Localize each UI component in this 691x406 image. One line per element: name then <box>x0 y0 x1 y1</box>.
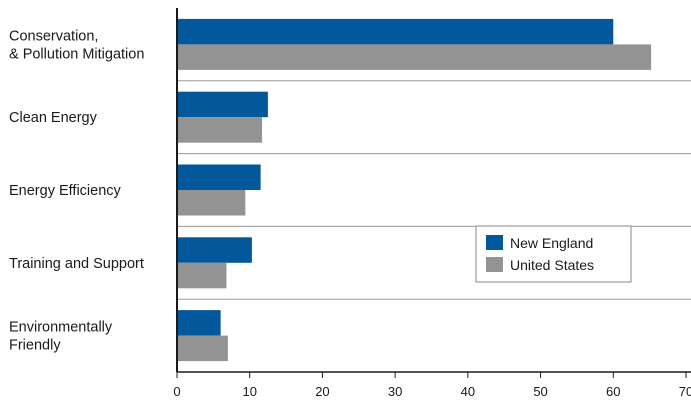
x-tick-label: 50 <box>533 384 547 399</box>
x-tick-label: 0 <box>173 384 180 399</box>
legend-label: New England <box>510 235 593 251</box>
x-tick-label: 60 <box>606 384 620 399</box>
category-separators <box>177 80 691 300</box>
legend-label: United States <box>510 257 594 273</box>
legend-swatch <box>486 257 503 272</box>
legend: New England United States <box>475 225 632 283</box>
bar-new-england-1 <box>177 91 268 118</box>
bar-new-england-2 <box>177 164 261 190</box>
category-labels: Conservation, & Pollution Mitigation Clean… <box>9 28 144 353</box>
bar-united-states-3 <box>177 262 227 289</box>
category-label: Environmentally Friendly <box>9 320 113 354</box>
bar-united-states-0 <box>177 44 652 70</box>
bars <box>177 18 652 362</box>
x-tick-label: 20 <box>315 384 329 399</box>
legend-box <box>475 225 632 283</box>
bar-united-states-2 <box>177 190 246 216</box>
category-label: Clean Energy <box>9 110 98 126</box>
x-tick-label: 40 <box>461 384 475 399</box>
legend-swatch <box>486 235 503 250</box>
bar-united-states-4 <box>177 335 228 362</box>
bar-new-england-3 <box>177 237 252 263</box>
bar-new-england-4 <box>177 310 221 336</box>
bar-united-states-1 <box>177 117 263 143</box>
x-tick-label: 10 <box>242 384 256 399</box>
x-tick-label: 30 <box>388 384 402 399</box>
category-label: Conservation, & Pollution Mitigation <box>9 28 144 62</box>
x-tick-label: 70 <box>679 384 691 399</box>
category-label: Energy Efficiency <box>9 183 122 199</box>
bar-new-england-0 <box>177 18 614 45</box>
category-label: Training and Support <box>9 256 144 272</box>
x-axis-ticks: 0 10 20 30 40 50 60 70 <box>173 372 691 399</box>
